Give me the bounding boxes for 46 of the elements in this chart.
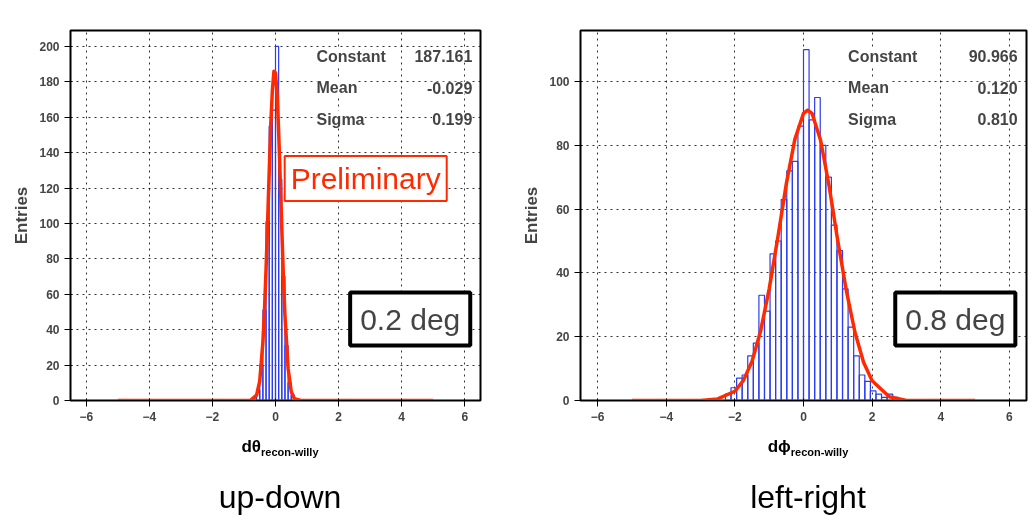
x-tick-label: 4	[398, 409, 406, 424]
y-tick-label: 80	[46, 252, 60, 267]
text: Sigma 0.810	[848, 110, 1018, 129]
y-tick-label: 200	[39, 39, 60, 54]
text: Mean 0.120	[848, 79, 1018, 97]
y-tick-label: 20	[46, 358, 60, 373]
x-tick-label: −6	[79, 409, 94, 424]
y-tick-label: 0	[562, 394, 570, 408]
x-tick-label: 0	[800, 409, 808, 424]
x-tick-label: −2	[728, 409, 743, 424]
x-tick-label: 2	[868, 409, 876, 424]
annotation: 0.2 deg	[360, 302, 461, 336]
y-tick-label: 0	[52, 394, 60, 408]
x-tick-label: 6	[461, 409, 469, 424]
y-tick-label: 40	[46, 323, 60, 338]
x-tick-label: −2	[205, 409, 220, 424]
y-tick-label: 40	[556, 266, 570, 281]
y-axis-title: Entries	[522, 186, 542, 245]
y-tick-label: 120	[39, 181, 60, 196]
y-tick-label: 80	[556, 138, 570, 153]
x-tick-label: 2	[335, 409, 343, 424]
y-tick-label: 60	[556, 202, 570, 217]
text: Constant 187.161	[316, 47, 473, 66]
annotation: Preliminary	[290, 162, 441, 195]
y-tick-label: 100	[39, 216, 60, 231]
text: Sigma 0.199	[316, 110, 473, 129]
annotation: 0.8 deg	[905, 302, 1006, 336]
text: left-right	[750, 478, 866, 517]
x-tick-label: 6	[1006, 409, 1014, 424]
x-tick-label: −4	[142, 409, 157, 424]
x-tick-label: 0	[272, 409, 280, 424]
y-tick-label: 100	[549, 75, 570, 90]
x-axis-title: dθ$_{recon-willy}$	[241, 436, 319, 461]
y-tick-label: 20	[556, 330, 570, 345]
x-tick-label: −4	[659, 409, 674, 424]
y-axis-title: Entries	[12, 186, 32, 245]
x-tick-label: −6	[590, 409, 605, 424]
text: up-down	[218, 478, 342, 517]
x-axis-title: dϕ$_{recon-willy}$	[767, 436, 849, 461]
y-tick-label: 180	[39, 75, 60, 90]
text: Mean -0.029	[316, 79, 473, 97]
y-tick-label: 60	[46, 287, 60, 302]
x-tick-label: 4	[937, 409, 945, 424]
y-tick-label: 140	[39, 146, 60, 161]
y-tick-label: 160	[39, 110, 60, 125]
text: Constant 90.966	[848, 47, 1018, 66]
